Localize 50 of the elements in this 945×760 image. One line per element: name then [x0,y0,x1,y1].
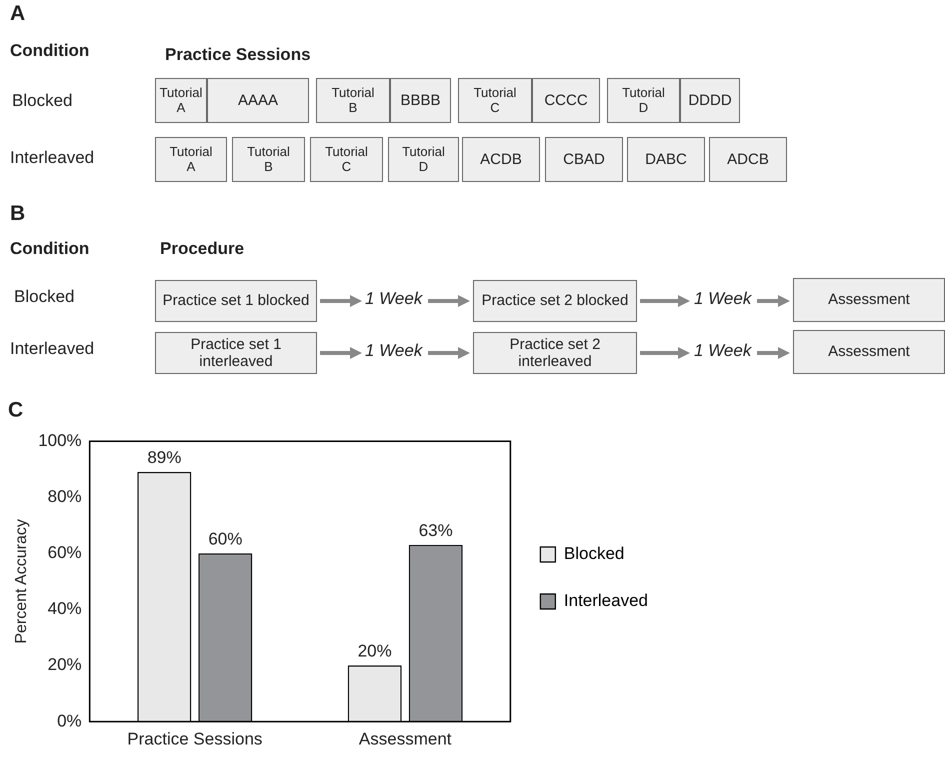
y-tick-label: 20% [48,655,82,674]
text: Condition [10,239,90,259]
y-tick-label: 40% [48,599,82,618]
text: Interleaved [10,339,94,359]
data-label: 89% [147,448,182,468]
legend-label: Blocked [564,544,624,564]
text: Practice set 1 interleaved [190,336,282,370]
text: ACDB [480,150,522,168]
text: Interleaved [10,148,94,168]
text: Practice Sessions [165,45,311,65]
text: Tutorial B [246,144,291,174]
data-label: 60% [208,530,242,549]
text: DDDD [688,92,732,110]
text: DABC [645,150,687,168]
text: Blocked [12,91,72,111]
text: 1 Week [694,289,752,309]
text: CCCC [544,92,588,110]
y-axis-title: Percent Accuracy [13,519,30,644]
y-tick-label: 60% [48,543,82,562]
text: Assessment [828,343,910,361]
y-tick-label: 100% [38,430,82,450]
text: 1 Week [365,341,422,361]
y-tick-label: 0% [57,711,82,730]
text: Practice set 1 blocked [162,292,310,310]
text: Tutorial D [621,84,666,116]
text: Tutorial B [330,84,376,116]
text: Practice set 2 interleaved [508,336,602,370]
text: Tutorial D [401,144,446,174]
text: Tutorial A [168,144,214,174]
text: Tutorial C [324,144,369,174]
data-label: 20% [358,642,392,661]
legend-label: Interleaved [564,591,648,610]
text: AAAA [238,92,278,110]
text: BBBB [400,92,441,110]
text: Practice set 2 blocked [482,292,628,310]
text: 1 Week [694,341,752,361]
text: Blocked [14,287,74,307]
text: Tutorial C [472,84,518,116]
text: 1 Week [365,289,422,309]
text: Assessment [828,291,910,309]
text: Procedure [160,239,244,259]
text: CBAD [563,150,605,168]
y-tick-label: 80% [48,486,82,506]
text: B [10,202,26,226]
chart-title: C [8,398,24,422]
text: A [10,2,26,26]
text: Condition [10,41,90,61]
data-label: 63% [418,521,453,540]
text: ADCB [727,150,769,168]
text: Tutorial A [160,84,202,116]
